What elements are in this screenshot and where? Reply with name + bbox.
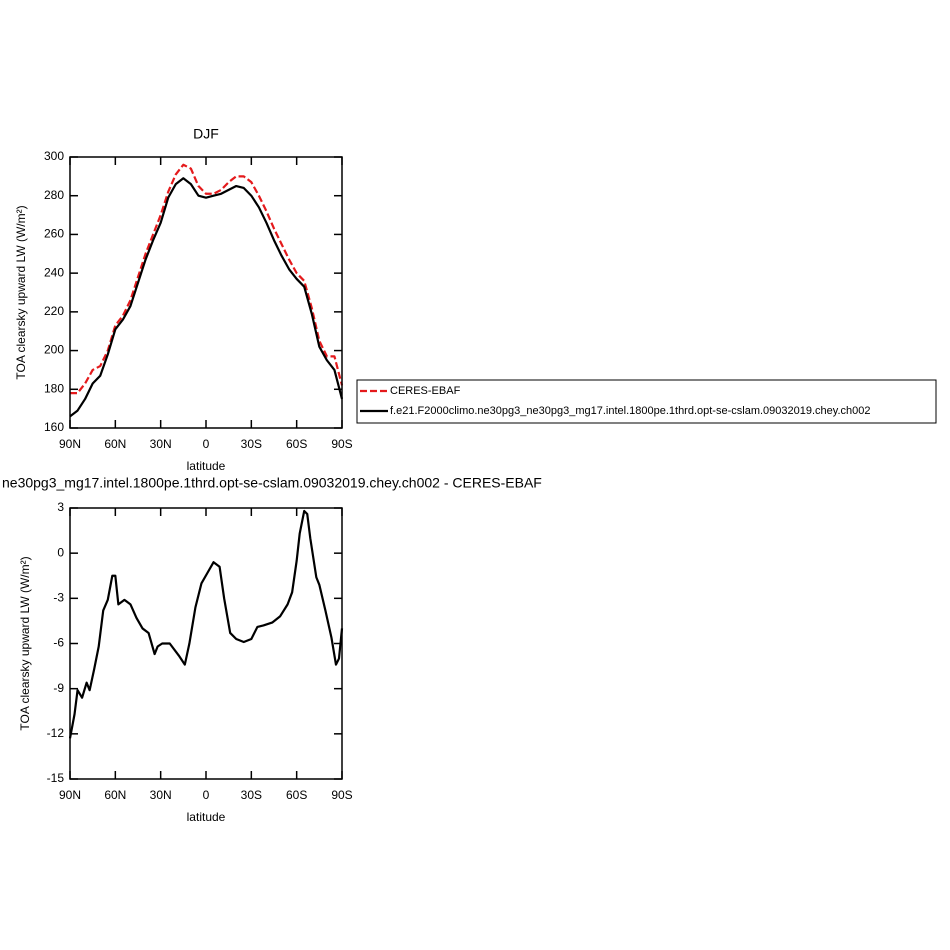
y-tick-label: 160 xyxy=(44,420,64,434)
x-tick-label: 60N xyxy=(104,437,126,451)
x-tick-label: 90S xyxy=(331,788,352,802)
y-tick-label: 240 xyxy=(44,265,64,279)
x-tick-label: 30N xyxy=(150,437,172,451)
x-tick-label: 0 xyxy=(203,788,210,802)
x-tick-label: 90N xyxy=(59,437,81,451)
x-tick-label: 90S xyxy=(331,437,352,451)
y-tick-label: -9 xyxy=(53,681,64,695)
y-tick-label: -15 xyxy=(47,771,65,785)
x-axis-title: latitude xyxy=(187,459,226,473)
y-tick-label: 220 xyxy=(44,304,64,318)
legend-label: f.e21.F2000climo.ne30pg3_ne30pg3_mg17.in… xyxy=(390,405,870,417)
y-tick-label: 260 xyxy=(44,227,64,241)
x-tick-label: 30N xyxy=(150,788,172,802)
x-tick-label: 30S xyxy=(241,788,262,802)
y-tick-label: 180 xyxy=(44,381,64,395)
y-tick-label: 3 xyxy=(57,500,64,514)
x-tick-label: 60N xyxy=(104,788,126,802)
chart-title: ne30pg3_mg17.intel.1800pe.1thrd.opt-se-c… xyxy=(2,475,542,491)
legend-box xyxy=(356,379,937,424)
plot-frame xyxy=(69,156,343,429)
y-tick-label: -3 xyxy=(53,591,64,605)
data-line xyxy=(69,177,344,418)
y-tick-label: 0 xyxy=(57,545,64,559)
data-line xyxy=(68,509,344,739)
y-tick-label: 300 xyxy=(44,149,64,163)
chart-title: DJF xyxy=(193,126,219,142)
data-line xyxy=(70,163,344,395)
x-tick-label: 90N xyxy=(59,788,81,802)
y-tick-label: -12 xyxy=(47,726,65,740)
plot-frame xyxy=(69,507,343,780)
legend-label: CERES-EBAF xyxy=(390,385,461,397)
x-tick-label: 0 xyxy=(203,437,210,451)
x-tick-label: 30S xyxy=(241,437,262,451)
x-tick-label: 60S xyxy=(286,437,307,451)
y-tick-label: 200 xyxy=(44,343,64,357)
y-axis-title: TOA clearsky upward LW (W/m²) xyxy=(18,556,32,730)
x-tick-label: 60S xyxy=(286,788,307,802)
y-tick-label: -6 xyxy=(53,636,64,650)
y-axis-title: TOA clearsky upward LW (W/m²) xyxy=(14,205,28,379)
x-axis-title: latitude xyxy=(187,810,226,824)
y-tick-label: 280 xyxy=(44,188,64,202)
